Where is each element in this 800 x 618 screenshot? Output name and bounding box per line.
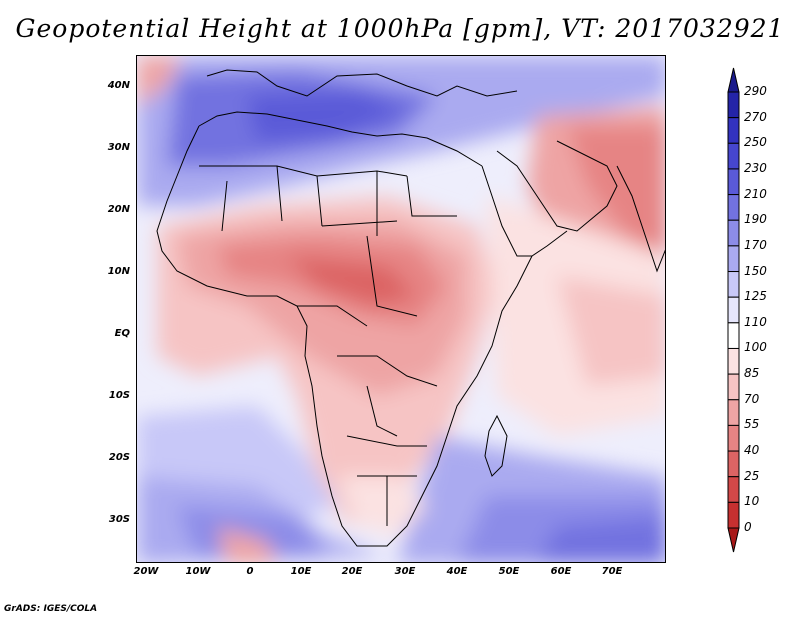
mediterranean-coast <box>198 111 483 167</box>
colorbar-level-label: 0 <box>744 520 752 534</box>
africa-coast <box>156 125 533 547</box>
colorbar-swatch <box>727 424 740 452</box>
chart-title: Geopotential Height at 1000hPa [gpm], VT… <box>15 14 785 43</box>
colorbar-level-label: 25 <box>744 468 760 483</box>
colorbar-swatch <box>727 271 740 298</box>
lon-label-30e: 30E <box>394 566 416 577</box>
colorbar-swatch <box>727 501 740 529</box>
colorbar <box>727 67 740 553</box>
colorbar-level-label: 150 <box>744 263 767 278</box>
colorbar-level-label: 70 <box>744 391 760 406</box>
colorbar-swatch <box>727 296 740 324</box>
colorbar-swatch <box>727 194 740 221</box>
colorbar-swatch <box>727 245 740 273</box>
lat-label-40n: 40N <box>107 80 130 91</box>
lon-label-60e: 60E <box>550 566 572 577</box>
colorbar-level-label: 250 <box>744 135 767 150</box>
country-borders <box>199 165 457 526</box>
colorbar-level-label: 100 <box>744 340 767 355</box>
colorbar-level-label: 210 <box>744 186 767 201</box>
colorbar-swatch <box>727 91 740 119</box>
colorbar-swatch <box>727 399 740 426</box>
colorbar-swatch <box>727 219 740 247</box>
lat-label-eq: EQ <box>114 328 130 339</box>
europe-coast <box>206 69 518 97</box>
coastline-borders <box>156 69 665 547</box>
madagascar <box>484 414 508 477</box>
colorbar-swatch <box>727 450 740 478</box>
field-shading <box>137 56 665 562</box>
lat-label-30n: 30N <box>107 142 130 153</box>
colorbar-swatch <box>727 322 740 349</box>
lon-label-20e: 20E <box>341 566 363 577</box>
colorbar-swatch <box>727 373 740 401</box>
colorbar-level-label: 85 <box>744 366 760 381</box>
colorbar-swatch <box>727 142 740 170</box>
colorbar-swatch <box>727 476 740 503</box>
colorbar-level-label: 230 <box>744 160 767 175</box>
lat-label-10s: 10S <box>108 390 130 401</box>
arabia-coast <box>496 140 618 232</box>
lon-label-40e: 40E <box>446 566 468 577</box>
colorbar-level-label: 55 <box>744 417 760 432</box>
map-plot-area <box>136 55 666 563</box>
lat-label-20n: 20N <box>107 204 130 215</box>
lon-label-10w: 10W <box>185 566 211 577</box>
colorbar-swatch <box>727 168 740 196</box>
colorbar-arrow-top <box>727 67 740 93</box>
colorbar-level-label: 110 <box>744 314 767 329</box>
lon-label-20w: 20W <box>133 566 159 577</box>
lon-label-0: 0 <box>246 566 254 577</box>
lon-label-50e: 50E <box>498 566 520 577</box>
geopotential-height-map <box>137 56 665 562</box>
colorbar-level-label: 290 <box>744 84 767 98</box>
lat-label-20s: 20S <box>108 452 130 463</box>
colorbar-arrow-bottom <box>727 527 740 553</box>
lat-label-30s: 30S <box>108 514 130 525</box>
colorbar-level-label: 170 <box>744 237 767 252</box>
colorbar-level-label: 125 <box>744 289 767 304</box>
colorbar-level-label: 270 <box>744 109 767 124</box>
colorbar-swatch <box>727 347 740 375</box>
colorbar-swatch <box>727 117 740 144</box>
india-coast <box>616 165 665 273</box>
red-sea-coast <box>481 165 568 257</box>
colorbar-level-label: 10 <box>744 494 760 509</box>
colorbar-level-label: 190 <box>744 212 767 227</box>
credit-text: GrADS: IGES/COLA <box>4 604 98 614</box>
colorbar-level-label: 40 <box>744 443 760 458</box>
lon-label-70e: 70E <box>601 566 623 577</box>
lat-label-10n: 10N <box>107 266 130 277</box>
lon-label-10e: 10E <box>290 566 312 577</box>
